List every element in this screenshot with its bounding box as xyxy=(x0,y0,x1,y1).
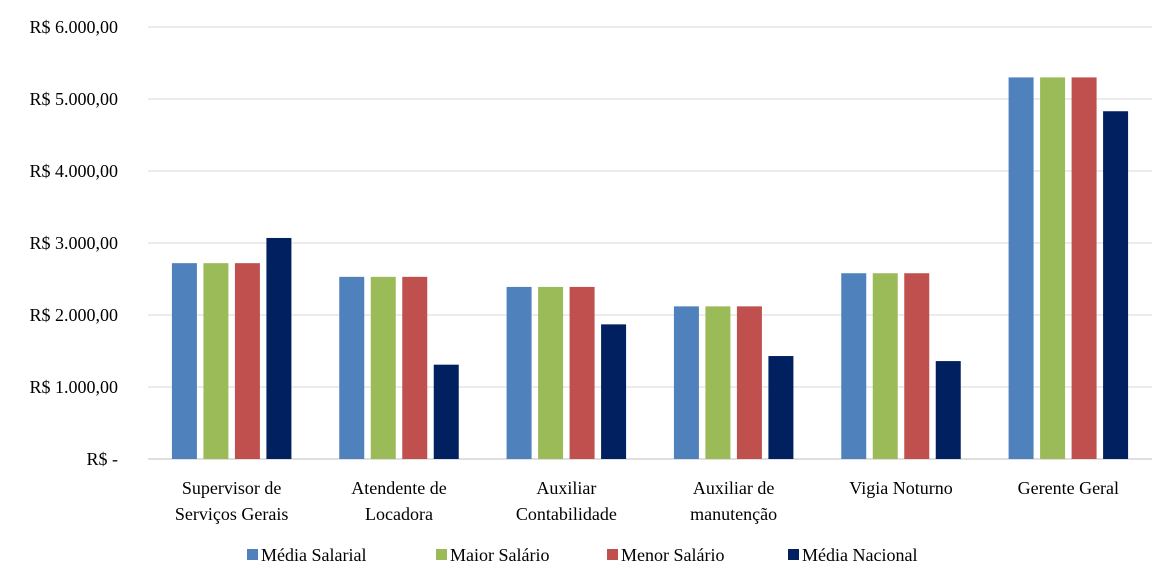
y-tick-label: R$ 4.000,00 xyxy=(29,161,118,181)
bar xyxy=(339,276,365,459)
x-tick-label-line: Contabilidade xyxy=(516,504,617,524)
y-tick-label: R$ 6.000,00 xyxy=(29,17,118,37)
legend-item: Menor Salário xyxy=(607,545,724,565)
legend-swatch xyxy=(607,549,618,560)
bar xyxy=(872,273,898,459)
x-tick-label: Supervisor de Serviços Gerais xyxy=(175,478,288,524)
y-tick-label: R$ - xyxy=(87,449,119,469)
legend-swatch xyxy=(247,549,258,560)
x-tick-label: Gerente Geral xyxy=(1018,478,1119,498)
legend-label: Maior Salário xyxy=(450,545,549,565)
bar xyxy=(705,306,731,459)
bar xyxy=(768,356,794,459)
y-axis-ticks: R$ - R$ 1.000,00 R$ 2.000,00 R$ 3.000,00 R$ … xyxy=(29,17,118,469)
bar xyxy=(266,237,292,459)
x-tick-label-line: Supervisor de xyxy=(182,478,281,498)
legend: Média Salarial Maior Salário Menor Salário… xyxy=(247,545,917,565)
legend-label: Média Salarial xyxy=(261,545,366,565)
y-tick-label: R$ 5.000,00 xyxy=(29,89,118,109)
bar xyxy=(370,276,396,459)
bar xyxy=(736,306,762,459)
x-tick-label-line: Vigia Noturno xyxy=(849,478,952,498)
x-tick-label-line: Gerente Geral xyxy=(1018,478,1119,498)
bar xyxy=(234,263,260,459)
bar xyxy=(569,286,595,459)
x-tick-label-line: Serviços Gerais xyxy=(175,504,288,524)
x-tick-label-line: Atendente de xyxy=(351,478,446,498)
bar xyxy=(841,273,867,459)
y-tick-label: R$ 2.000,00 xyxy=(29,305,118,325)
bar xyxy=(1071,77,1097,460)
legend-swatch xyxy=(788,549,799,560)
legend-label: Menor Salário xyxy=(621,545,724,565)
bar xyxy=(171,263,197,459)
x-tick-label-line: Locadora xyxy=(365,504,433,524)
legend-swatch xyxy=(436,549,447,560)
x-tick-label: Auxiliar de manutenção xyxy=(690,478,777,524)
bar xyxy=(538,286,564,459)
legend-label: Média Nacional xyxy=(802,545,917,565)
legend-item: Média Nacional xyxy=(788,545,917,565)
bar xyxy=(601,324,627,459)
x-tick-label: Vigia Noturno xyxy=(849,478,952,498)
bar xyxy=(935,361,961,459)
legend-item: Média Salarial xyxy=(247,545,366,565)
legend-item: Maior Salário xyxy=(436,545,549,565)
bar xyxy=(904,273,930,459)
x-tick-label-line: manutenção xyxy=(690,504,777,524)
x-tick-label: Auxiliar Contabilidade xyxy=(516,478,617,524)
bars xyxy=(171,77,1129,460)
x-tick-label-line: Auxiliar xyxy=(536,478,596,498)
gridlines xyxy=(148,26,1152,460)
bar xyxy=(402,276,428,459)
y-tick-label: R$ 1.000,00 xyxy=(29,377,118,397)
x-tick-label-line: Auxiliar de xyxy=(693,478,774,498)
bar xyxy=(1103,111,1129,460)
bar xyxy=(1040,77,1066,460)
bar xyxy=(203,263,229,459)
bar xyxy=(1008,77,1034,460)
y-tick-label: R$ 3.000,00 xyxy=(29,233,118,253)
x-tick-label: Atendente de Locadora xyxy=(351,478,446,524)
bar xyxy=(433,364,459,459)
bar xyxy=(506,286,532,459)
x-axis-ticks: Supervisor de Serviços Gerais Atendente de… xyxy=(175,478,1119,524)
bar xyxy=(673,306,699,459)
